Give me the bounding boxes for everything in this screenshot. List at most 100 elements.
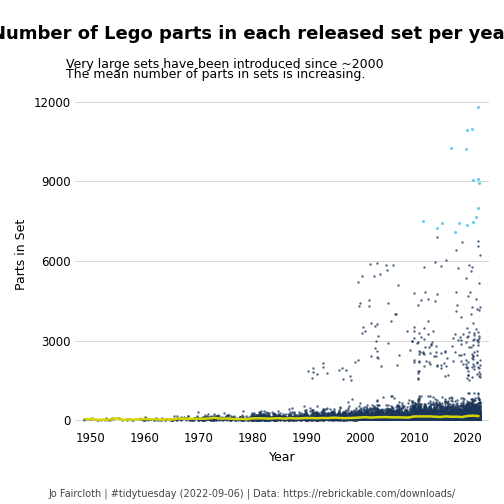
Point — [474, 414, 482, 422]
Point — [247, 410, 256, 418]
Point — [411, 413, 419, 421]
Point — [431, 410, 439, 418]
Point — [416, 414, 424, 422]
Point — [451, 414, 459, 422]
Point — [339, 413, 347, 421]
Point — [382, 410, 390, 418]
Point — [467, 415, 475, 423]
Point — [472, 415, 480, 423]
Point — [311, 409, 319, 417]
Point — [216, 414, 224, 422]
Point — [313, 412, 322, 420]
Point — [431, 415, 439, 423]
Point — [373, 415, 381, 423]
Point — [370, 413, 379, 421]
Point — [286, 415, 294, 423]
Point — [416, 414, 424, 422]
Point — [382, 414, 390, 422]
Point — [470, 413, 478, 421]
Point — [430, 414, 438, 422]
Point — [418, 410, 426, 418]
Point — [260, 412, 268, 420]
Point — [448, 406, 456, 414]
Point — [474, 412, 482, 420]
Point — [474, 411, 482, 419]
Point — [433, 415, 441, 423]
Point — [418, 414, 426, 422]
Point — [210, 416, 218, 424]
Point — [432, 414, 440, 422]
Point — [319, 415, 327, 423]
Point — [335, 415, 343, 423]
Point — [468, 403, 476, 411]
Point — [406, 415, 414, 423]
Point — [444, 411, 452, 419]
Point — [467, 410, 475, 418]
Point — [387, 414, 395, 422]
Point — [451, 413, 459, 421]
Point — [433, 411, 442, 419]
Point — [414, 411, 422, 419]
Point — [447, 414, 455, 422]
Point — [363, 410, 371, 418]
Point — [468, 411, 476, 419]
Point — [408, 410, 416, 418]
Point — [408, 402, 416, 410]
Point — [421, 415, 429, 423]
Point — [339, 413, 347, 421]
Point — [350, 415, 358, 423]
Point — [311, 414, 320, 422]
Point — [363, 411, 371, 419]
Point — [462, 412, 470, 420]
Point — [280, 412, 288, 420]
Point — [426, 412, 434, 420]
Point — [410, 413, 418, 421]
Point — [467, 415, 475, 423]
Point — [462, 415, 470, 423]
Point — [360, 414, 368, 422]
Point — [414, 398, 422, 406]
Point — [473, 409, 481, 417]
Point — [473, 414, 481, 422]
Point — [372, 413, 381, 421]
Point — [451, 412, 459, 420]
Point — [419, 414, 427, 422]
Point — [452, 415, 460, 423]
Point — [430, 404, 438, 412]
Point — [267, 415, 275, 423]
Point — [463, 324, 471, 332]
Point — [398, 414, 406, 422]
Point — [238, 416, 246, 424]
Point — [311, 414, 319, 422]
Point — [474, 412, 482, 420]
Point — [453, 414, 461, 422]
Point — [303, 414, 311, 422]
Point — [355, 414, 363, 422]
Point — [428, 414, 436, 422]
Point — [463, 409, 471, 417]
Point — [270, 415, 278, 423]
Point — [382, 411, 390, 419]
Point — [424, 412, 432, 420]
Point — [322, 414, 330, 422]
Point — [347, 415, 355, 423]
Point — [395, 414, 403, 422]
Point — [219, 416, 227, 424]
Point — [238, 415, 246, 423]
Point — [271, 414, 279, 422]
Point — [440, 410, 448, 418]
Point — [356, 415, 364, 423]
Point — [427, 413, 435, 421]
Point — [466, 413, 474, 421]
Point — [394, 407, 402, 415]
Point — [313, 370, 321, 378]
Point — [469, 405, 477, 413]
Point — [395, 409, 403, 417]
Point — [472, 414, 480, 422]
Point — [293, 411, 301, 419]
Point — [421, 401, 429, 409]
Point — [427, 413, 435, 421]
Point — [372, 410, 380, 418]
Point — [392, 411, 400, 419]
Point — [395, 414, 403, 422]
